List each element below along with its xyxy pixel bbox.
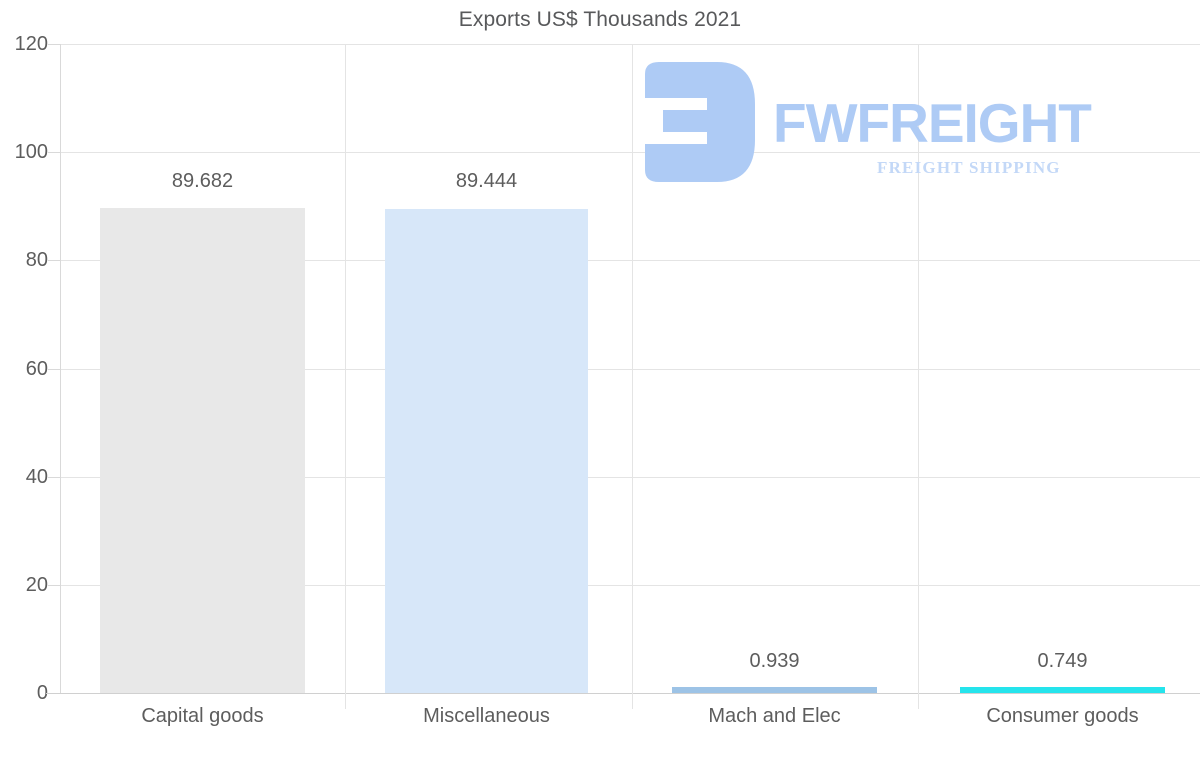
category-divider-1 [345,44,346,709]
bar-mach-and-elec[interactable] [672,687,877,693]
x-tick-label-miscellaneous: Miscellaneous [423,705,550,727]
gridline-100 [48,152,1200,154]
bar-miscellaneous[interactable] [385,209,588,693]
y-tick-label-40: 40 [25,465,48,488]
gridline-60 [48,368,1200,370]
y-tick-label-120: 120 [14,33,48,55]
category-divider-2 [632,44,633,709]
y-tick-label-20: 20 [25,573,48,596]
category-divider-3 [918,44,919,709]
bar-capital-goods[interactable] [100,208,305,693]
bar-consumer-goods[interactable] [960,687,1165,693]
bar-value-consumer-goods: 0.749 [1037,650,1088,672]
chart-title: Exports US$ Thousands 2021 [458,8,742,31]
gridline-40 [48,476,1200,478]
plot-area [48,44,1200,693]
gridline-120 [48,44,1200,45]
x-tick-label-consumer-goods: Consumer goods [986,705,1139,727]
y-tick-label-100: 100 [14,141,48,164]
bar-value-miscellaneous: 89.444 [455,170,518,192]
y-tick-label-60: 60 [25,357,48,380]
bar-value-mach-and-elec: 0.939 [749,650,800,672]
x-axis-line [46,693,1200,694]
y-axis-line [60,44,61,693]
gridline-80 [48,260,1200,262]
x-tick-label-capital-goods: Capital goods [141,705,264,727]
y-tick-label-0: 0 [36,682,48,704]
x-tick-label-mach-and-elec: Mach and Elec [708,705,841,727]
bar-value-capital-goods: 89.682 [171,170,234,192]
gridline-20 [48,584,1200,586]
y-tick-label-80: 80 [25,249,48,272]
